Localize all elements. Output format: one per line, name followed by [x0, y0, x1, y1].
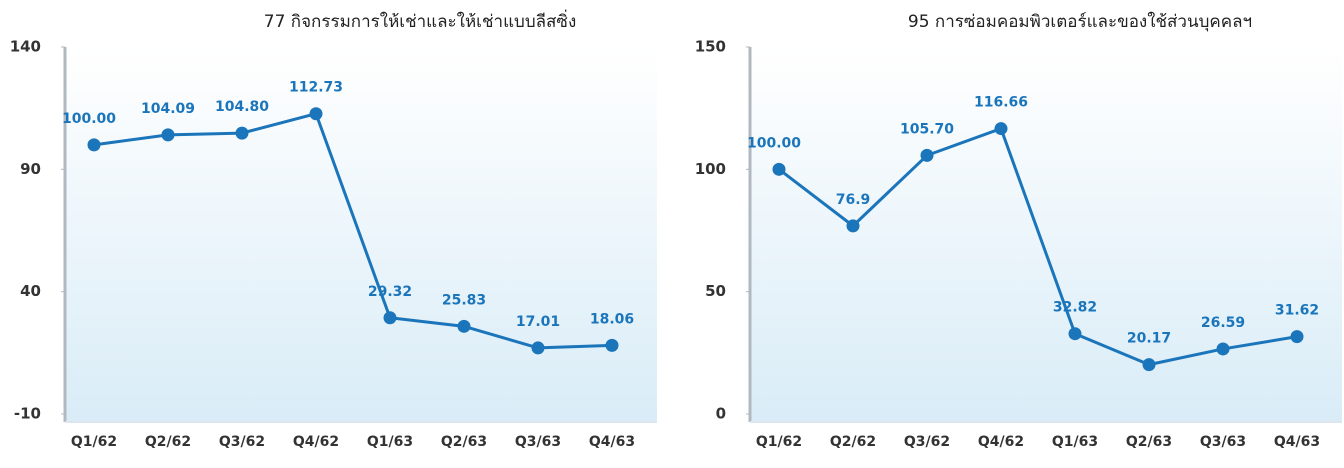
point	[605, 338, 619, 352]
y-tick-label: 150	[695, 38, 726, 56]
plot-background	[750, 47, 1342, 422]
point	[235, 126, 249, 140]
chart-title: 95 การซ่อมคอมพิวเตอร์และของใช้ส่วนบุคคลฯ	[908, 11, 1252, 32]
point	[309, 107, 323, 121]
x-tick-label: Q2/63	[441, 434, 487, 450]
data-label: 25.83	[442, 292, 486, 308]
x-tick-label: Q1/63	[367, 434, 413, 450]
y-tick-label: 100	[695, 160, 726, 178]
point	[994, 122, 1008, 136]
data-label: 29.32	[368, 284, 412, 300]
y-tick-label: 0	[716, 405, 726, 423]
data-label: 116.66	[974, 95, 1028, 111]
chart-title: 77 กิจกรรมการให้เช่าและให้เช่าแบบลีสซิ่ง	[264, 9, 577, 32]
y-tick-label: -10	[14, 405, 41, 423]
x-tick-label: Q2/62	[830, 434, 876, 450]
data-label: 112.73	[289, 80, 343, 96]
data-label: 76.9	[836, 192, 871, 208]
data-label: 100.00	[747, 135, 801, 151]
x-tick-label: Q4/63	[1274, 434, 1320, 450]
y-tick-label: 40	[20, 282, 41, 300]
y-tick-label: 50	[705, 282, 726, 300]
data-label: 104.80	[215, 99, 269, 115]
y-tick-label: 140	[10, 38, 41, 56]
x-tick-label: Q1/63	[1052, 434, 1098, 450]
point	[772, 162, 786, 176]
data-label: 18.06	[590, 311, 634, 327]
point	[531, 341, 545, 355]
x-tick-label: Q2/63	[1126, 434, 1172, 450]
point	[920, 148, 934, 162]
point	[87, 138, 101, 152]
x-tick-label: Q3/62	[219, 434, 265, 450]
point	[1290, 330, 1304, 344]
line	[93, 111, 613, 350]
data-label: 26.59	[1201, 315, 1245, 331]
x-tick-label: Q3/63	[515, 434, 561, 450]
point	[1068, 327, 1082, 341]
data-label: 104.09	[141, 101, 195, 117]
x-tick-label: Q1/62	[71, 434, 117, 450]
data-label: 105.70	[900, 121, 954, 137]
line	[778, 126, 1298, 367]
point	[1142, 358, 1156, 372]
point	[1216, 342, 1230, 356]
x-tick-label: Q4/62	[293, 434, 339, 450]
point	[457, 319, 471, 333]
y-tick-label: 90	[20, 160, 41, 178]
point	[161, 128, 175, 142]
data-label: 31.62	[1275, 303, 1319, 319]
data-label: 32.82	[1053, 300, 1097, 316]
x-tick-label: Q3/62	[904, 434, 950, 450]
data-label: 100.00	[62, 111, 116, 127]
x-tick-label: Q3/63	[1200, 434, 1246, 450]
point	[383, 311, 397, 325]
data-label: 20.17	[1127, 331, 1171, 347]
x-tick-label: Q2/62	[145, 434, 191, 450]
point	[846, 219, 860, 233]
x-tick-label: Q4/62	[978, 434, 1024, 450]
data-label: 17.01	[516, 314, 560, 330]
x-tick-label: Q1/62	[756, 434, 802, 450]
x-tick-label: Q4/63	[589, 434, 635, 450]
